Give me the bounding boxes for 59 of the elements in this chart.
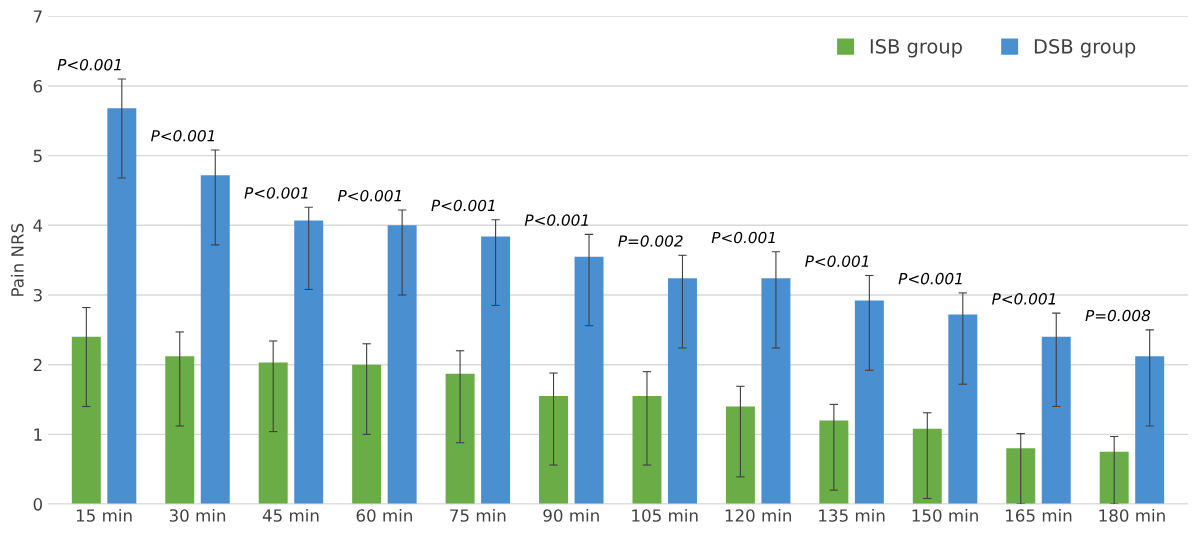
y-axis-title: Pain NRS	[10, 223, 24, 296]
bar	[1041, 336, 1071, 505]
y-tick-label: 6	[33, 79, 43, 93]
bar	[667, 278, 697, 505]
bar	[200, 175, 230, 505]
y-tick-label: 5	[33, 149, 42, 163]
bar	[107, 108, 137, 505]
annotation: P=0.002	[618, 235, 683, 247]
x-tick-label: 165 min	[1006, 508, 1072, 522]
bar	[725, 406, 755, 505]
y-tick-label: 2	[33, 358, 42, 372]
y-tick-label: 0	[33, 498, 43, 511]
bar	[632, 396, 662, 505]
annotation: P<0.001	[805, 255, 869, 267]
annotation: P<0.001	[711, 231, 775, 244]
x-tick-label: 15 min	[76, 508, 132, 522]
bar	[1006, 448, 1036, 505]
annotation: P<0.001	[898, 272, 962, 285]
bar	[819, 420, 849, 505]
bar	[761, 278, 791, 505]
y-tick-label: 3	[33, 288, 42, 302]
bar	[912, 428, 942, 505]
bar	[1099, 451, 1129, 505]
bar	[854, 300, 884, 505]
bar	[294, 220, 324, 505]
annotation: P=0.008	[1085, 309, 1151, 322]
bar	[352, 364, 382, 505]
legend-label: DSB group	[1034, 38, 1136, 58]
bar	[481, 236, 511, 505]
bar	[165, 356, 195, 505]
annotation: P<0.001	[992, 293, 1056, 305]
y-tick-label: 4	[33, 219, 43, 232]
x-tick-label: 75 min	[450, 508, 506, 522]
bar	[387, 225, 417, 505]
x-tick-label: 90 min	[543, 508, 599, 522]
x-tick-label: 30 min	[169, 508, 226, 522]
legend-label: ISB group	[870, 38, 962, 58]
x-tick-label: 120 min	[725, 508, 792, 522]
annotation: P<0.001	[431, 199, 495, 212]
bar	[445, 373, 475, 505]
bar	[71, 336, 101, 505]
bar	[539, 396, 569, 505]
x-tick-label: 135 min	[819, 508, 885, 522]
annotation: P<0.001	[151, 129, 215, 142]
x-tick-label: 180 min	[1099, 508, 1165, 522]
bar	[258, 362, 288, 505]
annotation: P<0.001	[337, 189, 401, 202]
annotation: P<0.001	[57, 58, 121, 71]
annotation: P<0.001	[524, 214, 588, 226]
y-tick-label: 1	[34, 428, 42, 441]
x-tick-label: 45 min	[262, 508, 319, 522]
x-tick-label: 105 min	[632, 508, 698, 522]
bar	[1135, 356, 1165, 505]
annotation: P<0.001	[244, 187, 308, 199]
y-tick-label: 7	[33, 10, 42, 23]
bar	[948, 314, 978, 505]
x-tick-label: 150 min	[912, 508, 978, 522]
bar	[574, 256, 604, 505]
x-tick-label: 60 min	[356, 508, 412, 522]
